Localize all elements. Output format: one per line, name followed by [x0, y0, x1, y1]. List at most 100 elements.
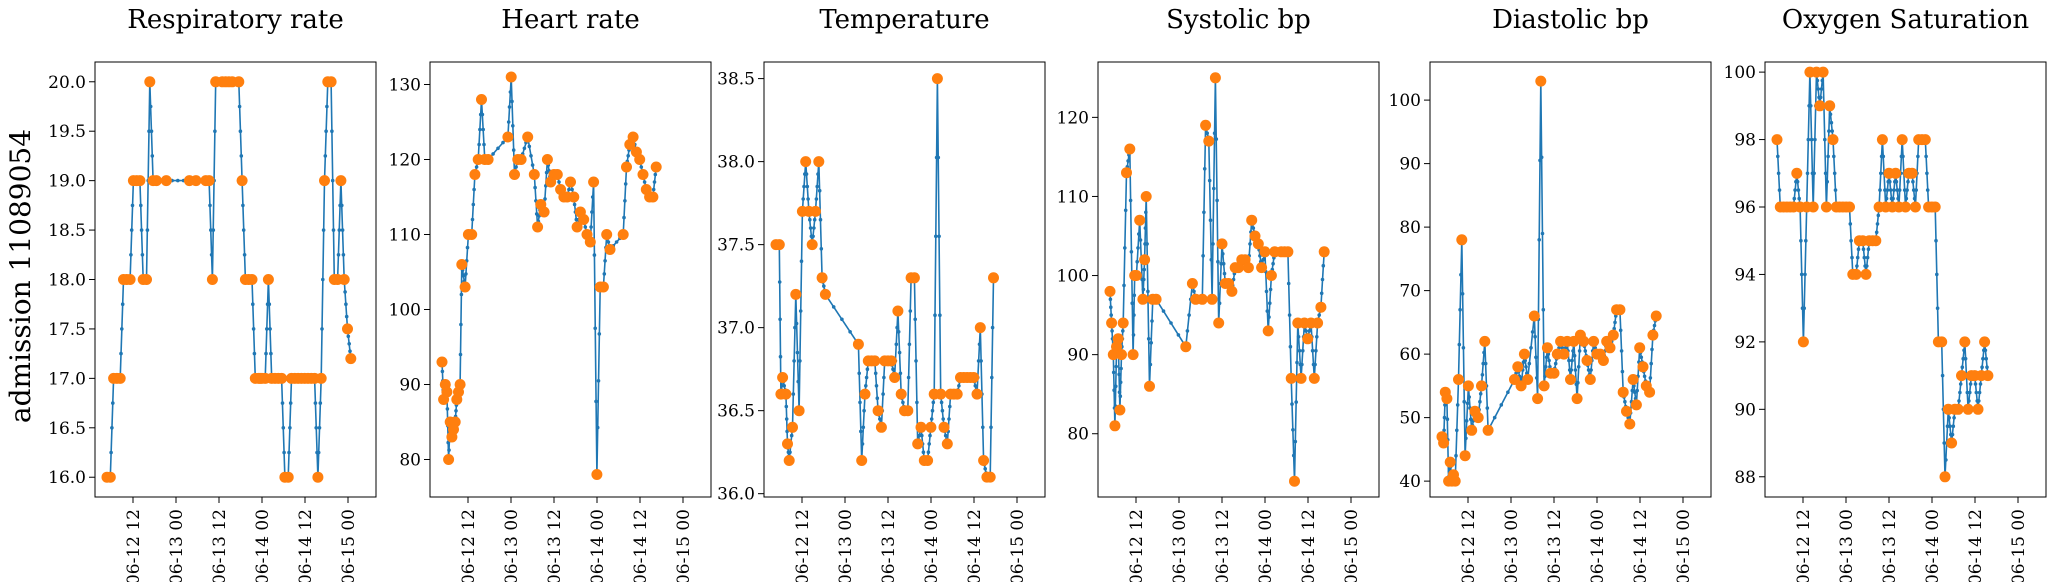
data-point: [1588, 335, 1600, 347]
x-tick-label: 06-13 00: [836, 509, 856, 582]
data-point: [1624, 418, 1636, 430]
y-tick-label: 16.0: [48, 468, 86, 488]
data-point: [160, 175, 172, 187]
y-tick-label: 120: [389, 151, 421, 171]
data-point: [1302, 333, 1314, 345]
data-point: [647, 191, 659, 203]
plot-frame: [1429, 61, 1712, 498]
interp-dot: [915, 400, 919, 405]
interp-dot: [1577, 349, 1582, 353]
interp-dot: [1865, 255, 1870, 260]
interp-dot: [1875, 222, 1880, 226]
interp-dot: [789, 433, 794, 438]
interp-dot: [1809, 104, 1813, 108]
x-tick-label: 06-15 00: [1674, 509, 1694, 582]
interp-dot: [799, 259, 804, 264]
interp-dot: [1802, 306, 1806, 311]
interp-dot: [1216, 259, 1220, 264]
data-point: [1196, 293, 1208, 305]
interp-dot: [817, 188, 822, 193]
interp-dot: [906, 375, 911, 380]
data-point: [1206, 293, 1218, 305]
data-point: [1558, 348, 1570, 360]
interp-dot: [1803, 272, 1807, 277]
data-point: [1538, 380, 1550, 392]
interp-dot: [860, 442, 865, 446]
interp-dot: [1202, 167, 1207, 171]
interp-dot: [858, 400, 862, 405]
interp-dot: [1123, 208, 1128, 213]
data-point: [1597, 355, 1609, 366]
data-point: [1876, 134, 1888, 146]
data-point: [951, 388, 963, 400]
interp-dot: [859, 429, 863, 434]
y-tick-label: 60: [1399, 345, 1421, 365]
interp-dot: [557, 180, 561, 184]
interp-dot: [603, 259, 607, 263]
interp-dot: [480, 112, 485, 117]
x-tick-label: 06-12 12: [459, 509, 479, 582]
interp-dot: [347, 342, 352, 346]
interp-dot: [511, 148, 516, 152]
y-tick-label: 50: [1399, 409, 1421, 429]
data-point: [1308, 372, 1320, 384]
interp-dot: [1108, 297, 1113, 302]
data-point: [787, 421, 798, 433]
interp-dot: [831, 305, 836, 309]
data-point: [206, 274, 218, 285]
interp-dot: [907, 342, 912, 347]
data-point: [150, 175, 162, 187]
interp-dot: [1984, 356, 1988, 361]
data-point: [1213, 317, 1225, 329]
y-tick-label: 110: [389, 226, 421, 246]
interp-dot: [251, 302, 255, 307]
interp-dot: [1176, 333, 1181, 337]
interp-dot: [819, 247, 824, 251]
data-point: [466, 229, 478, 240]
interp-dot: [1207, 178, 1212, 183]
interp-dot: [1300, 362, 1304, 367]
interp-dot: [917, 433, 922, 438]
data-point: [634, 154, 646, 165]
interp-dot: [901, 400, 905, 405]
interp-dot: [990, 325, 995, 330]
data-point: [315, 372, 327, 384]
interp-dot: [1291, 453, 1296, 458]
interp-dot: [895, 325, 899, 330]
interp-dot: [1855, 255, 1860, 260]
interp-dot: [927, 442, 931, 446]
interp-dot: [241, 228, 246, 232]
data-point: [1565, 374, 1576, 385]
data-point: [1256, 262, 1268, 274]
interp-dot: [471, 202, 476, 207]
panel-6: Oxygen Saturation 88 90 92 94 96 98 100 06-12 12…: [1724, 5, 2047, 582]
data-point: [869, 355, 881, 367]
interp-dot: [1321, 263, 1326, 268]
data-point: [938, 421, 950, 433]
interp-dot: [914, 359, 918, 363]
interp-dot: [1618, 328, 1623, 333]
data-point: [1807, 201, 1819, 213]
interp-dot: [267, 302, 272, 307]
interp-dot: [1957, 399, 1961, 403]
y-tick-label: 90: [1734, 400, 1756, 420]
interp-dot: [802, 184, 806, 189]
interp-dot: [947, 417, 951, 421]
interp-dot: [340, 203, 344, 208]
interp-dot: [1290, 402, 1294, 406]
x-tick-label: 06-15 00: [2009, 509, 2029, 582]
data-point: [124, 274, 136, 285]
interp-dot: [1874, 230, 1879, 235]
interp-dot: [317, 426, 322, 430]
interp-dot: [458, 352, 463, 357]
data-point: [1535, 75, 1547, 87]
data-point: [203, 175, 215, 187]
interp-dot: [1827, 129, 1831, 133]
interp-dot: [936, 155, 941, 160]
interp-dot: [316, 450, 321, 455]
data-point: [236, 175, 248, 187]
interp-dot: [1819, 87, 1824, 91]
interp-dot: [1776, 154, 1780, 159]
data-point: [338, 274, 350, 285]
data-point: [1650, 310, 1662, 322]
